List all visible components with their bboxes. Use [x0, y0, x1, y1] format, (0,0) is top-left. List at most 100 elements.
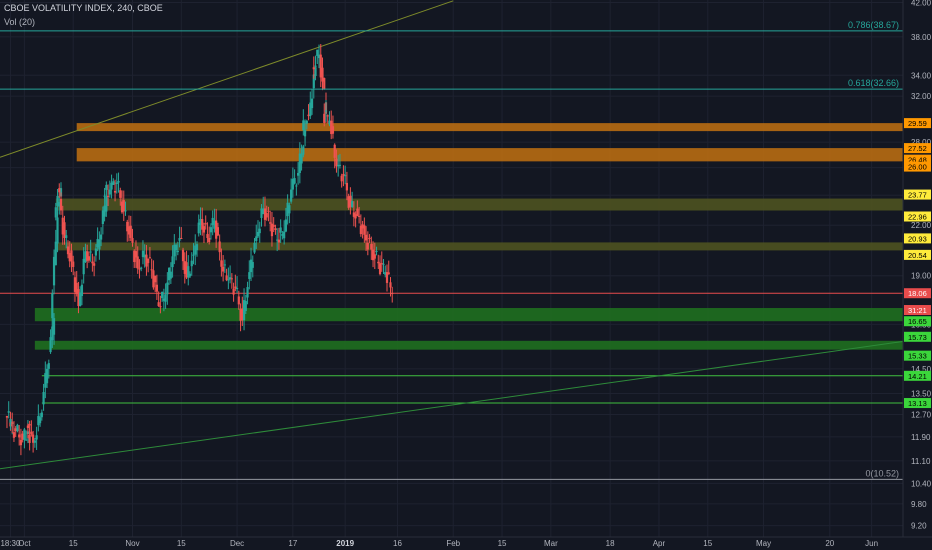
price-tick-label: 9.20 [911, 522, 927, 531]
price-tag-background [904, 249, 931, 260]
candle-body [136, 256, 139, 269]
time-tick-label: 2019 [336, 539, 354, 548]
candle-body [37, 415, 40, 426]
candle-body [72, 261, 75, 267]
chart-title: CBOE VOLATILITY INDEX, 240, CBOE [4, 3, 163, 13]
candle-body [199, 219, 202, 226]
candle-body [242, 300, 246, 321]
price-tag-label: 20.54 [908, 251, 927, 260]
candle-body [255, 236, 258, 242]
candle-body [82, 258, 85, 275]
candle-body [323, 77, 326, 90]
candle-body [213, 220, 216, 229]
volume-indicator-label[interactable]: Vol (20) [4, 17, 36, 27]
candle-body [100, 234, 103, 240]
candle-body [279, 227, 282, 233]
trendlines [0, 0, 904, 470]
candle-body [276, 239, 279, 241]
candle-body [344, 175, 347, 177]
candle-body [129, 225, 132, 238]
candle-body [56, 217, 59, 244]
candle-body [73, 277, 77, 292]
candle-body [9, 419, 12, 423]
candle-body [296, 173, 300, 176]
candle-body [185, 262, 188, 278]
candle-body [263, 208, 267, 220]
price-tag-background [904, 370, 931, 381]
candle-body [251, 262, 254, 268]
candle-body [93, 263, 96, 266]
candle-body [237, 296, 240, 305]
candle-body [337, 164, 340, 167]
time-tick-label: Oct [18, 539, 31, 548]
candle-body [108, 189, 111, 195]
candle-body [364, 234, 368, 241]
price-tick-label: 34.00 [911, 71, 932, 80]
candle-body [363, 225, 366, 235]
candle-body [385, 272, 389, 283]
price-tick-label: 10.40 [911, 479, 932, 488]
candle-body [161, 291, 164, 299]
candle-body [358, 215, 361, 217]
candle-body [183, 261, 186, 274]
time-tick-label: Feb [446, 539, 460, 548]
candle-body [290, 189, 293, 202]
candle-body [323, 113, 326, 123]
candle-body [192, 254, 195, 256]
candle-body [178, 237, 181, 241]
price-tag-label: 23.77 [908, 191, 927, 200]
candle-body [194, 245, 197, 255]
candle-body [222, 266, 225, 272]
price-tag-label: 26.00 [908, 163, 927, 172]
candle-body [349, 195, 352, 207]
candle-body [127, 226, 131, 235]
price-tag-background [904, 331, 931, 342]
time-tick-label: 15 [498, 539, 507, 548]
candle-body [356, 208, 359, 216]
price-axis[interactable]: 42.0038.0034.0032.0028.0026.0024.0022.00… [902, 0, 932, 550]
candle-body [112, 181, 115, 185]
candle-body [352, 212, 355, 217]
candle-body [272, 224, 275, 227]
price-tag-background [904, 398, 931, 409]
price-tag-label: 31:21 [908, 306, 927, 315]
time-tick-label: 20 [825, 539, 834, 548]
price-tag-label: 29.59 [908, 119, 927, 128]
candle-body [16, 424, 19, 432]
candle-body [65, 235, 68, 238]
candle-body [47, 363, 50, 369]
candle-body [66, 246, 70, 255]
candle-body [384, 272, 387, 275]
candle-body [382, 263, 385, 265]
candle-body [98, 239, 101, 250]
candle-body [291, 178, 294, 190]
candle-body [32, 434, 35, 443]
price-tick-label: 9.80 [911, 500, 927, 509]
candle-body [366, 242, 369, 250]
candle-body [260, 208, 263, 218]
candle-body [103, 205, 106, 217]
candle-body [209, 227, 213, 233]
candle-body [18, 434, 21, 438]
candle-body [77, 289, 80, 307]
candle-body [145, 254, 148, 267]
candle-body [58, 202, 61, 207]
candle-body [7, 411, 10, 413]
candle-body [232, 288, 235, 295]
candle-body [174, 244, 178, 251]
candle-body [166, 282, 169, 295]
price-tag-background [904, 154, 931, 165]
candle-body [248, 272, 251, 279]
candle-body [316, 49, 319, 56]
candle-body [230, 278, 233, 280]
candle-body [94, 248, 97, 256]
price-tag-label: 18.06 [908, 289, 927, 298]
candle-body [330, 120, 333, 135]
orange-zone [76, 148, 904, 162]
price-tag-background [904, 350, 931, 361]
candle-body [80, 284, 84, 297]
price-tick-label: 19.00 [911, 272, 932, 281]
candle-body [42, 392, 45, 405]
